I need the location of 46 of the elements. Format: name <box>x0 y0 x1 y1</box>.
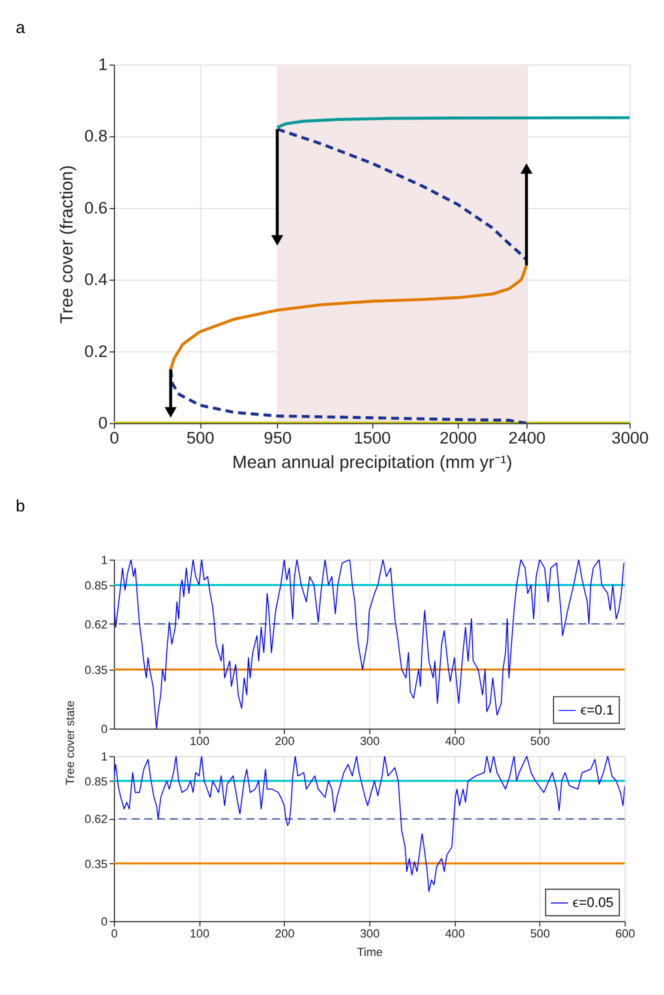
line-series <box>276 116 630 129</box>
y-tick-label: 0.2 <box>84 342 108 361</box>
y-tick-label: 0.62 <box>84 813 108 826</box>
x-tick-label: 400 <box>445 927 466 940</box>
y-tick-label: 0.8 <box>84 126 108 146</box>
x-tick-label: 2000 <box>440 428 477 448</box>
x-tick-label: 200 <box>274 927 295 940</box>
y-tick-label: 1 <box>98 55 108 74</box>
x-tick-label: 400 <box>445 734 466 748</box>
y-tick-label: 0.35 <box>84 664 108 677</box>
y-tick-label: 0 <box>101 916 108 929</box>
y-tick-label: 0 <box>101 723 108 736</box>
x-tick-label: 300 <box>360 734 380 748</box>
x-tick-label: 100 <box>190 734 210 748</box>
y-axis-title: Tree cover (fraction) <box>56 165 77 324</box>
y-axis-title: Tree cover state <box>64 700 77 786</box>
line-series <box>169 264 528 371</box>
y-tick-label: 0.62 <box>84 618 108 632</box>
x-tick-label: 500 <box>530 927 550 940</box>
text: a <box>16 18 26 38</box>
x-axis-title: Mean annual precipitation (mm yr⁻¹) <box>232 452 512 472</box>
x-tick-label: 100 <box>190 927 210 940</box>
y-tick-label: 0.6 <box>84 198 108 218</box>
line-series <box>276 128 528 262</box>
x-tick-label: 200 <box>274 734 295 748</box>
legend-label: ϵ=0.1 <box>580 702 614 718</box>
x-tick-label: 1500 <box>354 428 391 448</box>
x-tick-label: 2400 <box>508 428 546 448</box>
y-tick-label: 0.85 <box>84 775 108 788</box>
x-tick-label: 500 <box>530 734 550 748</box>
x-tick-label: 300 <box>360 927 380 940</box>
line-series <box>169 368 528 424</box>
x-tick-label: 3000 <box>612 428 649 448</box>
x-tick-label: 950 <box>264 428 292 448</box>
y-tick-label: 0.85 <box>84 579 108 592</box>
y-tick-label: 1 <box>101 554 108 568</box>
text: b <box>16 496 25 516</box>
legend-label: ϵ=0.05 <box>572 894 614 910</box>
y-tick-label: 0.4 <box>84 270 108 290</box>
x-tick-label: 0 <box>111 927 118 940</box>
x-tick-label: 600 <box>615 927 636 940</box>
x-axis-title: Time <box>356 946 384 960</box>
y-tick-label: 0 <box>98 414 108 433</box>
y-tick-label: 1 <box>101 750 108 764</box>
x-tick-label: 500 <box>186 428 214 448</box>
y-tick-label: 0.35 <box>84 858 108 871</box>
